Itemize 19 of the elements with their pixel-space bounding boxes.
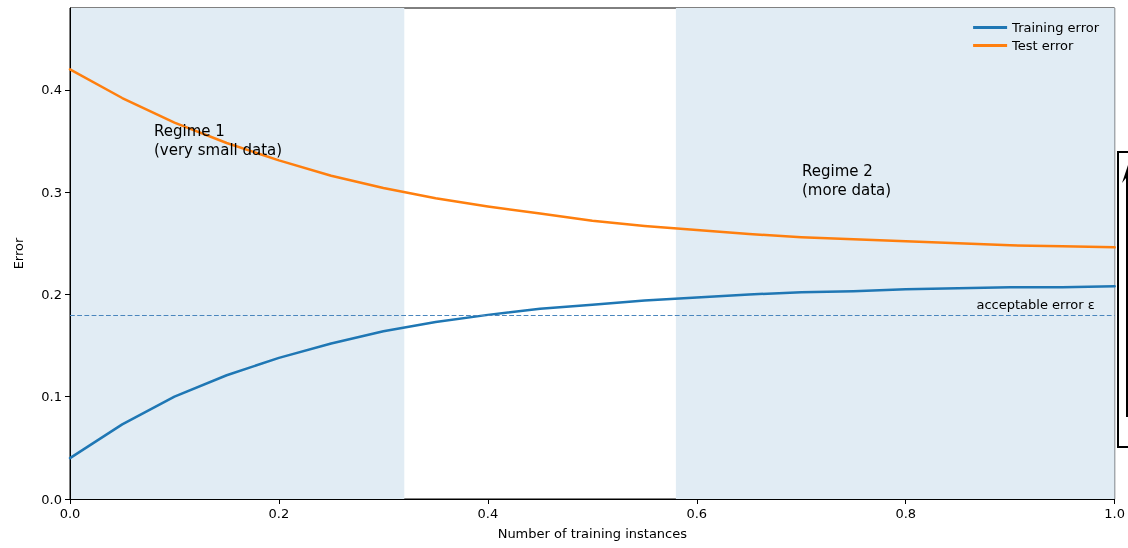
legend-label: Test error <box>1011 38 1074 53</box>
x-tick-label: 0.6 <box>686 506 708 521</box>
y-tick-label: 0.2 <box>41 286 62 302</box>
y-tick-label: 0.0 <box>41 491 62 507</box>
line-series <box>68 68 1116 249</box>
annotation: Regime 2 (more data) <box>802 161 892 199</box>
y-tick-label: 0.1 <box>41 389 62 405</box>
x-tick-label: 0.0 <box>59 506 81 521</box>
x-axis-title: Number of training instances <box>497 526 688 541</box>
y-tick-label: 0.4 <box>41 82 62 98</box>
x-tick-label: 0.2 <box>268 506 290 521</box>
legend-label: Training error <box>1011 20 1100 35</box>
x-tick-label: 0.4 <box>477 506 499 521</box>
x-tick-label: 1.0 <box>1104 506 1126 521</box>
x-tick-label: 0.8 <box>895 506 917 521</box>
ref-line-label: acceptable error ε <box>976 296 1095 312</box>
y-tick-label: 0.3 <box>41 184 62 200</box>
y-axis-title: Error <box>11 237 26 270</box>
line-series <box>68 284 1116 460</box>
